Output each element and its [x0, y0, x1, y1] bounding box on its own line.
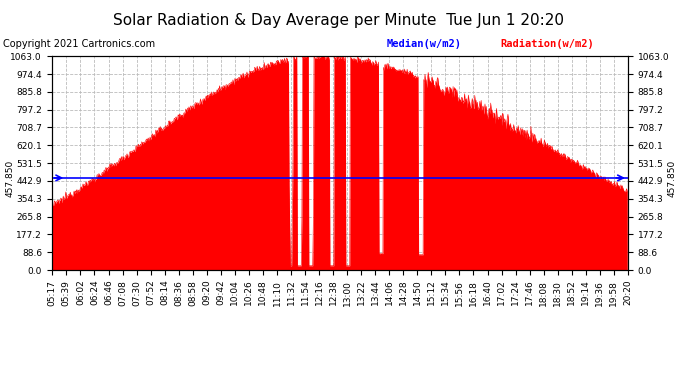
Text: Copyright 2021 Cartronics.com: Copyright 2021 Cartronics.com	[3, 39, 155, 50]
Text: 457.850: 457.850	[6, 159, 14, 196]
Text: Median(w/m2): Median(w/m2)	[386, 39, 462, 50]
Text: Solar Radiation & Day Average per Minute  Tue Jun 1 20:20: Solar Radiation & Day Average per Minute…	[112, 13, 564, 28]
Text: 457.850: 457.850	[667, 159, 676, 196]
Text: Radiation(w/m2): Radiation(w/m2)	[500, 39, 594, 50]
